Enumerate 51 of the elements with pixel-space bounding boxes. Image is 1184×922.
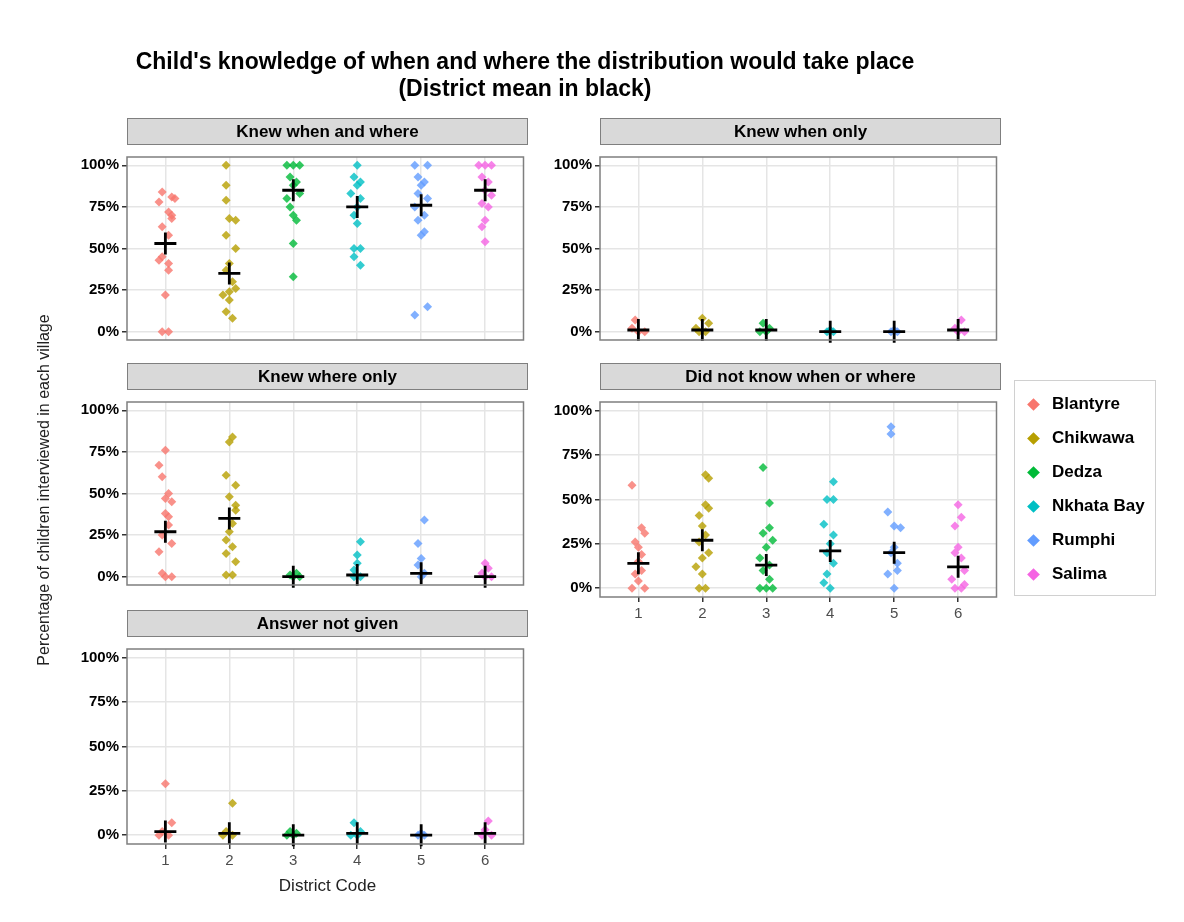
chart-subtitle: Answer not given [127,610,528,637]
legend-label: Dedza [1052,462,1103,482]
y-tick-label: 50% [88,736,119,754]
y-tick-label: 25% [88,525,119,543]
y-tick-label: 0% [570,578,592,596]
chart-title: Child's knowledge of when and where the distribution would take place (District mean in black) [134,48,916,102]
x-axis-title: District Code [277,876,378,896]
chart-subtitle: Did not know when or where [600,363,1001,390]
x-tick-label: 1 [634,604,643,622]
y-tick-label: 50% [88,483,119,501]
chart-subtitle: Knew when and where [127,118,528,145]
legend-label: Blantyre [1052,394,1121,414]
y-tick-label: 50% [561,238,592,256]
legend-label: Salima [1052,564,1107,584]
x-tick-label: 2 [698,604,707,622]
y-tick-label: 75% [88,692,119,710]
y-axis-title: Percentage of children interviewed in each village [35,313,53,668]
y-tick-label: 50% [561,489,592,507]
chart-subtitle: Knew when only [600,118,1001,145]
y-tick-label: 75% [561,197,592,215]
x-tick-label: 5 [417,851,426,869]
chart-subtitle: Knew where only [127,363,528,390]
y-tick-label: 100% [80,400,119,418]
x-tick-label: 4 [353,851,362,869]
x-tick-label: 3 [762,604,771,622]
legend-label: Rumphi [1052,530,1116,550]
y-tick-label: 0% [570,321,592,339]
y-tick-label: 100% [80,648,119,665]
y-tick-label: 75% [88,197,119,215]
y-tick-label: 75% [88,442,119,460]
x-tick-label: 6 [480,851,490,869]
x-tick-label: 2 [225,851,234,869]
x-tick-label: 3 [289,851,298,869]
y-tick-label: 0% [97,825,119,843]
legend-label: Nkhata Bay [1052,496,1145,516]
x-tick-label: 1 [161,851,170,869]
y-tick-label: 0% [97,321,119,339]
legend-label: Chikwawa [1052,428,1135,448]
y-tick-label: 100% [553,155,592,173]
x-tick-label: 5 [890,604,899,622]
y-tick-label: 75% [561,445,592,463]
y-tick-label: 25% [88,280,119,298]
x-tick-label: 4 [826,604,835,622]
y-tick-label: 50% [88,238,119,256]
y-tick-label: 25% [561,533,592,551]
y-tick-label: 25% [88,780,119,798]
x-tick-label: 6 [953,604,963,622]
y-tick-label: 100% [553,401,592,418]
y-tick-label: 0% [97,566,119,584]
y-tick-label: 100% [80,155,119,173]
y-tick-label: 25% [561,280,592,298]
